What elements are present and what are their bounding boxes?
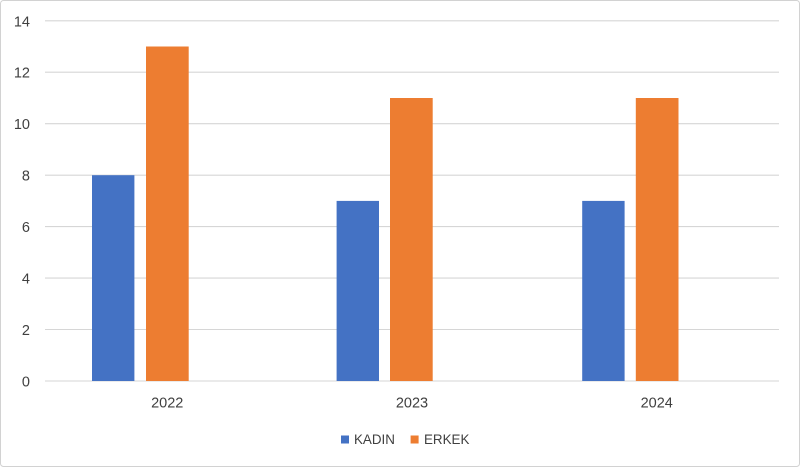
svg-text:12: 12 xyxy=(14,66,30,82)
svg-text:4: 4 xyxy=(22,272,30,288)
svg-text:14: 14 xyxy=(14,14,30,30)
svg-text:0: 0 xyxy=(22,375,30,391)
svg-text:KADIN: KADIN xyxy=(354,432,395,447)
svg-text:2022: 2022 xyxy=(151,395,183,411)
svg-text:2024: 2024 xyxy=(641,395,673,411)
svg-text:6: 6 xyxy=(22,220,30,236)
svg-text:2: 2 xyxy=(22,323,30,339)
svg-text:10: 10 xyxy=(14,117,30,133)
svg-text:2023: 2023 xyxy=(396,395,428,411)
svg-text:ERKEK: ERKEK xyxy=(424,432,469,447)
svg-text:8: 8 xyxy=(22,169,30,185)
